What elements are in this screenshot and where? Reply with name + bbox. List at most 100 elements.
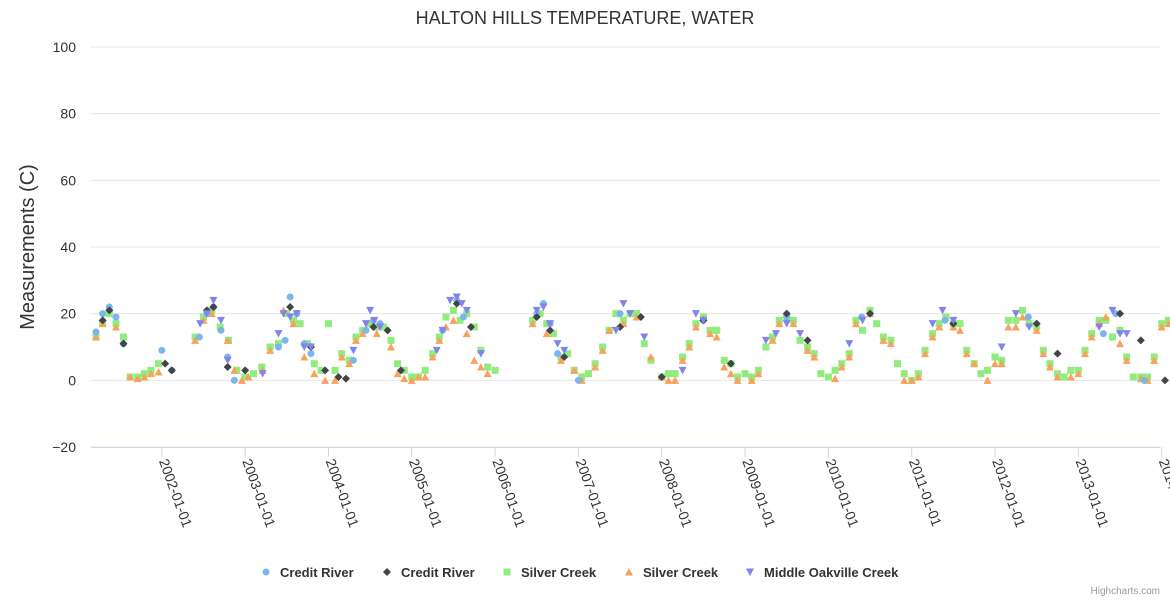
x-tick-label: 2014-01-01 — [1156, 457, 1170, 530]
legend-item[interactable]: Credit River — [383, 565, 475, 580]
data-point — [358, 329, 367, 338]
data-point — [300, 353, 309, 361]
data-point — [956, 320, 964, 328]
data-point — [817, 370, 825, 378]
data-point — [570, 366, 579, 374]
series-silver-creek-3 — [91, 306, 1170, 384]
data-point — [921, 349, 930, 358]
data-point — [452, 293, 461, 301]
data-point — [457, 300, 466, 308]
data-point — [747, 376, 756, 384]
data-point — [1095, 323, 1104, 331]
data-point — [1039, 349, 1048, 358]
data-point — [560, 346, 569, 355]
data-point — [678, 356, 687, 364]
data-point — [1046, 363, 1055, 371]
y-tick-label: 100 — [53, 39, 77, 55]
credits[interactable]: Highcharts.com — [1091, 586, 1160, 597]
data-point — [970, 359, 979, 368]
data-point — [997, 359, 1006, 368]
data-point — [1164, 319, 1170, 328]
legend[interactable]: Credit River Credit River Silver Creek Silv… — [262, 565, 900, 580]
data-point — [476, 350, 485, 358]
x-tick-label: 2002-01-01 — [156, 457, 196, 530]
data-point — [98, 316, 107, 325]
legend-item[interactable]: Silver Creek — [625, 565, 719, 580]
data-point — [564, 350, 572, 358]
data-point — [726, 359, 735, 368]
data-point — [1025, 323, 1034, 331]
data-point — [616, 310, 624, 318]
data-point — [991, 353, 999, 361]
legend-symbol — [746, 568, 754, 576]
data-point — [1116, 330, 1125, 338]
data-point — [249, 370, 257, 378]
legend-item[interactable]: Middle Oakville Creek — [746, 565, 899, 580]
data-point — [237, 376, 246, 384]
data-point — [1150, 356, 1159, 364]
data-point — [1140, 376, 1148, 384]
data-point — [1101, 313, 1110, 321]
data-point — [394, 360, 402, 368]
data-point — [279, 310, 288, 318]
series-silver-creek-2 — [92, 306, 1170, 384]
legend-item[interactable]: Credit River — [262, 565, 354, 580]
data-point — [289, 319, 298, 328]
data-point — [612, 310, 620, 318]
data-point — [133, 374, 142, 383]
data-point — [414, 373, 423, 381]
data-point — [858, 316, 867, 325]
data-point — [1116, 309, 1125, 318]
data-point — [824, 373, 832, 381]
data-point — [991, 359, 1000, 368]
data-point — [223, 356, 232, 365]
data-point — [209, 303, 218, 311]
data-point — [491, 366, 499, 374]
data-point — [831, 366, 839, 374]
data-point — [1060, 373, 1068, 381]
data-point — [851, 319, 860, 328]
data-point — [286, 303, 295, 311]
data-point — [1081, 349, 1090, 358]
y-tick-label: −20 — [52, 439, 76, 455]
data-point — [1067, 366, 1075, 374]
data-point — [859, 326, 867, 334]
data-point — [782, 320, 791, 328]
data-point — [761, 336, 770, 345]
data-point — [713, 326, 721, 334]
data-point — [379, 323, 387, 331]
data-point — [671, 376, 680, 384]
data-point — [611, 326, 620, 335]
data-point — [244, 373, 253, 381]
data-point — [432, 346, 441, 355]
data-point — [598, 346, 607, 354]
data-points — [91, 293, 1170, 385]
data-point — [664, 376, 673, 384]
data-point — [337, 353, 346, 361]
x-tick-label: 2004-01-01 — [323, 457, 363, 530]
data-point — [428, 353, 437, 361]
data-point — [720, 356, 728, 364]
data-point — [386, 343, 395, 351]
data-point — [286, 293, 294, 301]
data-point — [546, 320, 555, 328]
y-axis-ticks: −20 0 20 40 60 80 100 — [52, 39, 76, 455]
legend-label: Silver Creek — [643, 565, 719, 580]
data-point — [396, 366, 405, 375]
x-tick-label: 2011-01-01 — [906, 457, 945, 529]
data-point — [646, 353, 655, 361]
data-point — [1087, 333, 1096, 341]
data-point — [292, 310, 301, 318]
legend-item[interactable]: Silver Creek — [503, 565, 597, 580]
data-point — [845, 340, 854, 348]
data-point — [556, 356, 565, 364]
data-point — [941, 316, 949, 324]
data-point — [640, 333, 649, 341]
data-point — [274, 330, 283, 338]
data-point — [158, 346, 166, 354]
data-point — [928, 320, 937, 328]
data-point — [803, 336, 812, 345]
data-point — [782, 309, 791, 318]
data-point — [1122, 330, 1131, 338]
